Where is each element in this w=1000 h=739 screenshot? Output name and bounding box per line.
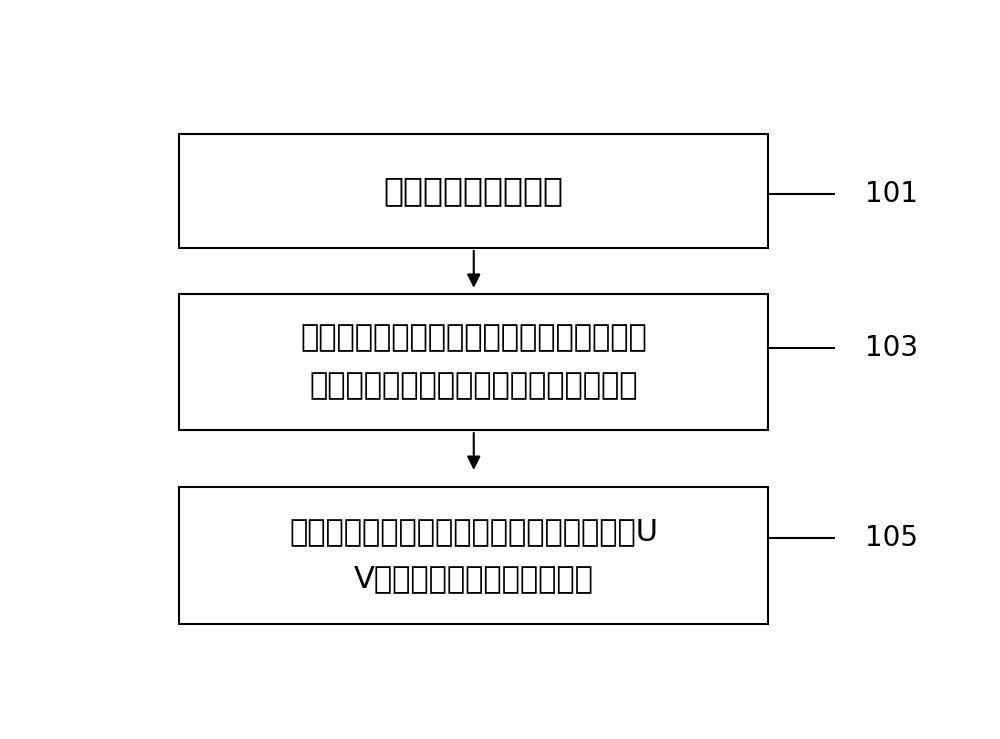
FancyBboxPatch shape [179,134,768,248]
Text: 103: 103 [865,333,918,361]
Text: 101: 101 [865,180,918,208]
Text: 105: 105 [865,524,918,552]
FancyBboxPatch shape [179,293,768,430]
Text: 将所述图像特征提取结果输入解码器，得到U
V坐标矩阵作为人脸重建结果: 将所述图像特征提取结果输入解码器，得到U V坐标矩阵作为人脸重建结果 [289,517,658,593]
Text: 将所述待重建人脸图像输入编码器，基于通
道维度的分组卷积得到图像特征提取结果: 将所述待重建人脸图像输入编码器，基于通 道维度的分组卷积得到图像特征提取结果 [300,324,647,400]
Text: 获取待重建人脸图像: 获取待重建人脸图像 [384,174,564,208]
FancyBboxPatch shape [179,487,768,624]
